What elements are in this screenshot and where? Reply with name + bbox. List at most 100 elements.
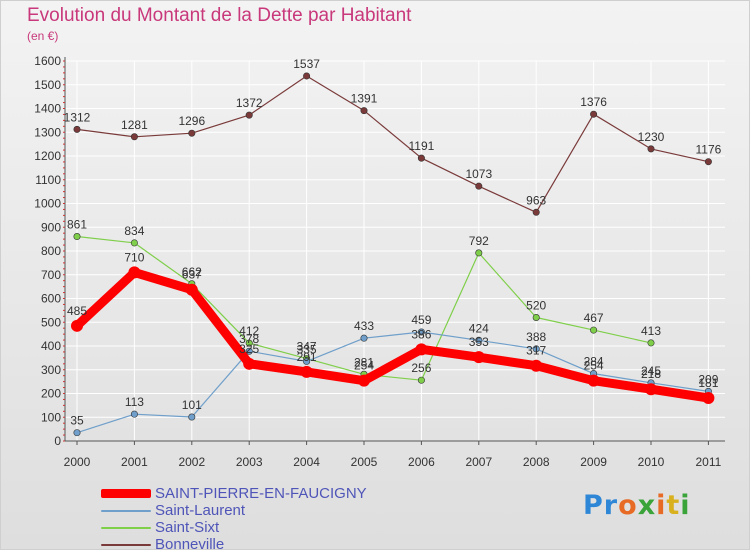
x-tick-label: 2011 bbox=[695, 455, 721, 469]
data-point bbox=[475, 249, 483, 257]
legend-label: Saint-Sixt bbox=[155, 519, 220, 536]
data-label: 1312 bbox=[64, 110, 91, 124]
data-label: 386 bbox=[411, 327, 431, 341]
data-point bbox=[71, 319, 83, 332]
data-point bbox=[704, 158, 712, 166]
data-label: 291 bbox=[297, 350, 317, 364]
legend-label: Bonneville bbox=[155, 536, 225, 553]
data-label: 113 bbox=[125, 395, 144, 409]
x-tick-label: 2008 bbox=[523, 455, 550, 469]
y-tick-label: 600 bbox=[41, 292, 61, 306]
data-label: 317 bbox=[526, 344, 546, 358]
data-label: 378 bbox=[239, 332, 259, 346]
y-tick-label: 700 bbox=[41, 268, 61, 282]
data-point bbox=[303, 357, 311, 365]
series-bonneville: 1312 1281 1296 1372 1537 1391 1191 1073 963 1376 1… bbox=[64, 57, 722, 216]
chart-title: Evolution du Montant de la Dette par Hab… bbox=[27, 5, 412, 26]
legend-label: SAINT-PIERRE-EN-FAUCIGNY bbox=[155, 485, 367, 502]
data-label: 388 bbox=[526, 330, 546, 344]
series-line bbox=[72, 267, 713, 403]
y-tick-label: 1400 bbox=[34, 102, 61, 116]
data-label: 1372 bbox=[236, 96, 263, 110]
x-tick-label: 2004 bbox=[293, 455, 320, 469]
data-label: 209 bbox=[698, 372, 718, 386]
data-point bbox=[300, 365, 313, 378]
y-tick-label: 1100 bbox=[35, 173, 61, 187]
series-saint-pierre-en-faucigny: 485 710 637 325 291 254 386 353 317 254 218 181 bbox=[67, 250, 719, 405]
data-label: 424 bbox=[469, 321, 489, 335]
y-tick-label: 500 bbox=[41, 315, 61, 329]
data-point bbox=[530, 359, 543, 372]
series-line bbox=[76, 331, 709, 434]
data-label: 459 bbox=[411, 313, 431, 327]
data-label: 1537 bbox=[293, 57, 320, 71]
data-point bbox=[475, 336, 483, 344]
data-point bbox=[73, 125, 81, 133]
data-label: 1191 bbox=[408, 139, 434, 153]
data-point bbox=[360, 107, 368, 115]
data-label: 834 bbox=[124, 224, 144, 238]
data-label: 1376 bbox=[580, 95, 607, 109]
y-tick-label: 800 bbox=[41, 244, 61, 258]
chart-subtitle: (en €) bbox=[27, 29, 59, 43]
data-point bbox=[647, 145, 655, 153]
x-tick-label: 2010 bbox=[638, 455, 665, 469]
legend-item: Bonneville bbox=[101, 536, 367, 553]
data-point bbox=[532, 208, 540, 216]
x-tick-label: 2005 bbox=[351, 455, 378, 469]
y-tick-label: 200 bbox=[41, 387, 61, 401]
data-label: 284 bbox=[584, 355, 604, 369]
data-label: 256 bbox=[411, 361, 431, 375]
data-point bbox=[73, 429, 81, 437]
data-point bbox=[415, 343, 428, 356]
x-tick-label: 2007 bbox=[465, 455, 492, 469]
data-label: 467 bbox=[584, 311, 604, 325]
data-label: 861 bbox=[67, 218, 87, 232]
data-label: 413 bbox=[641, 324, 661, 338]
data-point bbox=[245, 111, 253, 119]
data-point bbox=[130, 239, 138, 247]
data-label: 218 bbox=[641, 367, 661, 381]
data-point bbox=[590, 326, 598, 334]
data-point bbox=[130, 133, 138, 141]
data-point bbox=[185, 283, 198, 296]
data-label: 485 bbox=[67, 304, 87, 318]
data-label: 335 bbox=[297, 342, 317, 356]
data-point bbox=[647, 339, 655, 347]
data-label: 637 bbox=[182, 268, 202, 282]
legend-swatch bbox=[101, 543, 151, 546]
data-point bbox=[303, 72, 311, 80]
y-tick-label: 1000 bbox=[34, 197, 61, 211]
chart-legend: SAINT-PIERRE-EN-FAUCIGNY Saint-Laurent Sai… bbox=[101, 485, 367, 553]
data-label: 245 bbox=[641, 364, 661, 378]
data-label: 1073 bbox=[465, 167, 492, 181]
data-point bbox=[645, 383, 657, 396]
data-point bbox=[243, 357, 256, 370]
y-tick-label: 1300 bbox=[34, 125, 61, 139]
data-point bbox=[358, 374, 370, 387]
y-tick-label: 1200 bbox=[34, 149, 61, 163]
proxiti-logo: Proxiti bbox=[583, 490, 691, 521]
x-tick-label: 2000 bbox=[64, 455, 91, 469]
data-point bbox=[702, 392, 715, 405]
series-line bbox=[76, 75, 709, 213]
data-label: 1296 bbox=[178, 114, 205, 128]
data-point bbox=[532, 345, 540, 353]
data-label: 1281 bbox=[121, 118, 148, 132]
legend-swatch bbox=[101, 489, 151, 498]
y-tick-label: 300 bbox=[41, 363, 61, 377]
x-tick-label: 2001 bbox=[121, 455, 148, 469]
data-point bbox=[472, 351, 485, 364]
data-label: 710 bbox=[124, 250, 144, 264]
data-label: 254 bbox=[354, 359, 374, 373]
data-label: 254 bbox=[584, 359, 604, 373]
data-point bbox=[245, 339, 253, 347]
y-tick-label: 900 bbox=[41, 220, 61, 234]
x-tick-label: 2009 bbox=[580, 455, 607, 469]
legend-swatch bbox=[101, 526, 151, 529]
y-tick-label: 400 bbox=[41, 339, 61, 353]
data-label: 1230 bbox=[638, 130, 665, 144]
data-label: 963 bbox=[526, 193, 546, 207]
data-label: 101 bbox=[182, 398, 202, 412]
